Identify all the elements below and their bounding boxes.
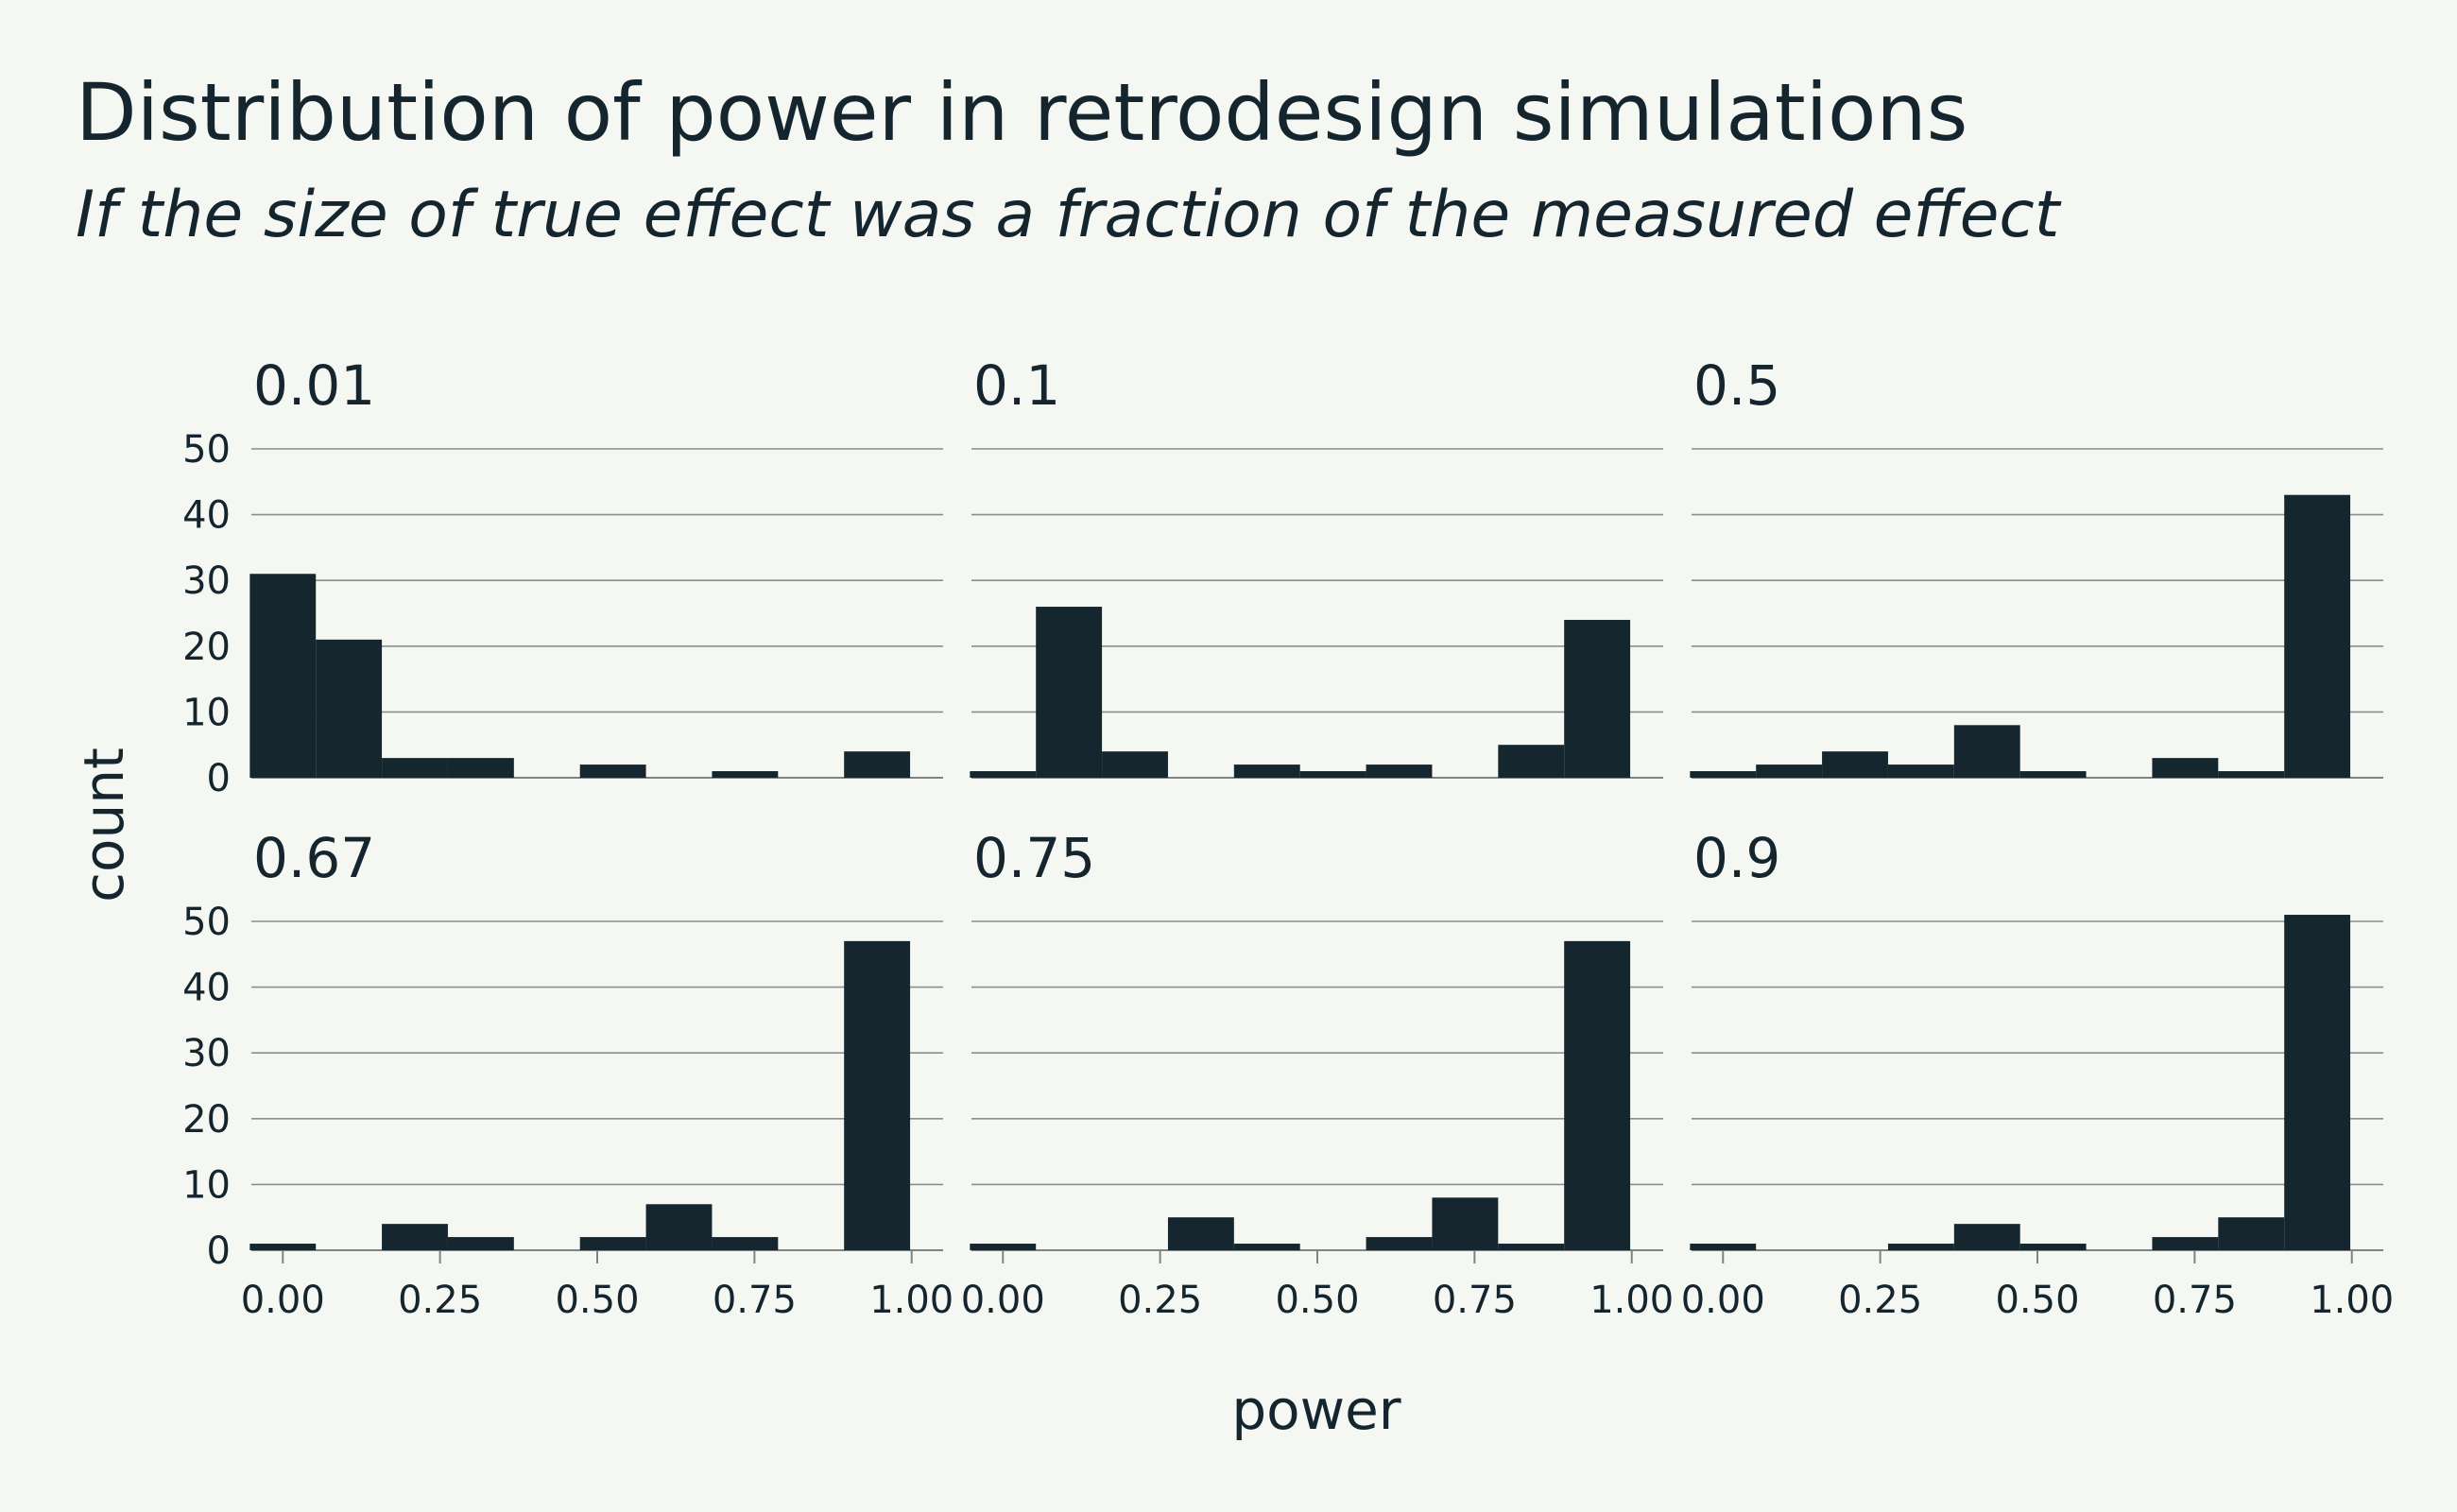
histogram-bar xyxy=(1299,771,1366,778)
histogram-bar xyxy=(2152,1237,2219,1250)
x-tick-label: 1.00 xyxy=(869,1279,954,1322)
histogram-bar xyxy=(382,758,448,778)
histogram-bar xyxy=(382,1224,448,1250)
histogram-bar xyxy=(579,765,646,778)
y-tick-label: 0 xyxy=(207,757,231,800)
facet-label: 0.01 xyxy=(253,353,375,418)
facet-panel-0-9: 0.9 0.00 0.25 0.50 0.75 1.00 xyxy=(1681,826,2395,1322)
x-tick-label: 0.25 xyxy=(1118,1279,1202,1322)
histogram-bar xyxy=(2284,494,2351,778)
histogram-bar xyxy=(2019,771,2087,778)
histogram-bar xyxy=(970,771,1037,778)
histogram-bar xyxy=(249,574,317,778)
histogram-bar xyxy=(2152,758,2219,778)
x-tick-label: 0.00 xyxy=(241,1279,325,1322)
y-tick-label: 20 xyxy=(182,626,231,669)
histogram-bar xyxy=(447,758,514,778)
chart-title: Distribution of power in retrodesign sim… xyxy=(76,66,1967,159)
histogram-bar xyxy=(1887,765,1954,778)
facet-label: 0.75 xyxy=(973,826,1095,890)
histogram-bar xyxy=(1564,619,1631,778)
facet-label: 0.5 xyxy=(1693,353,1780,418)
facet-panel-0-1: 0.1 xyxy=(970,353,1663,779)
histogram-bar xyxy=(1233,765,1300,778)
x-tick-label: 0.25 xyxy=(1838,1279,1922,1322)
facet-label: 0.1 xyxy=(973,353,1060,418)
x-tick-label: 1.00 xyxy=(1589,1279,1674,1322)
histogram-bar xyxy=(645,1204,713,1250)
histogram-bar xyxy=(1953,725,2020,778)
x-tick-label: 0.75 xyxy=(2153,1279,2237,1322)
chart-subtitle: If the size of true effect was a fractio… xyxy=(76,178,2062,252)
histogram-bar xyxy=(712,771,779,778)
x-tick-label: 0.00 xyxy=(1681,1279,1765,1322)
y-tick-label: 50 xyxy=(182,901,231,944)
y-tick-label: 40 xyxy=(182,494,231,538)
x-tick-label: 1.00 xyxy=(2310,1279,2394,1322)
facet-label: 0.67 xyxy=(253,826,375,890)
histogram-bar xyxy=(1233,1244,1300,1250)
x-tick-label: 0.00 xyxy=(961,1279,1045,1322)
histogram-bar xyxy=(1498,745,1565,778)
y-tick-label: 0 xyxy=(207,1229,231,1273)
histogram-bar xyxy=(1432,1197,1499,1250)
histogram-bar xyxy=(1822,751,1888,778)
y-tick-label: 20 xyxy=(182,1098,231,1142)
histogram-bar xyxy=(249,1244,317,1250)
histogram-bar xyxy=(1366,1237,1433,1250)
x-tick-label: 0.75 xyxy=(1433,1279,1517,1322)
histogram-bar xyxy=(1953,1224,2020,1250)
histogram-bar xyxy=(1167,1217,1234,1250)
x-tick-label: 0.50 xyxy=(1275,1279,1359,1322)
histogram-bar xyxy=(447,1237,514,1250)
histogram-bar xyxy=(1887,1244,1954,1250)
histogram-bar xyxy=(579,1237,646,1250)
histogram-bar xyxy=(1036,607,1103,778)
histogram-bar xyxy=(2218,1217,2285,1250)
x-tick-label: 0.25 xyxy=(398,1279,482,1322)
histogram-bar xyxy=(316,639,383,778)
y-tick-label: 30 xyxy=(182,559,231,603)
facet-panel-0-67: 0.67 0 10 20 30 40 50 0.00 0.25 0.50 0.75 1.00 xyxy=(182,826,954,1322)
y-axis-title: count xyxy=(72,747,136,902)
facet-panel-0-01: 0.01 0 10 20 30 40 50 xyxy=(182,353,943,800)
histogram-bar xyxy=(712,1237,779,1250)
y-tick-label: 30 xyxy=(182,1032,231,1075)
histogram-bar xyxy=(844,940,911,1250)
histogram-bar xyxy=(2284,915,2351,1250)
histogram-bar xyxy=(1756,765,1823,778)
histogram-bar xyxy=(970,1244,1037,1250)
histogram-bar xyxy=(844,751,911,778)
y-tick-label: 10 xyxy=(182,1163,231,1207)
y-tick-label: 40 xyxy=(182,967,231,1010)
facet-panel-0-5: 0.5 xyxy=(1690,353,2383,779)
histogram-bar xyxy=(1690,1244,1757,1250)
histogram-bar xyxy=(1690,771,1757,778)
x-tick-label: 0.50 xyxy=(555,1279,639,1322)
histogram-bar xyxy=(1564,940,1631,1250)
x-tick-label: 0.50 xyxy=(1995,1279,2079,1322)
facet-label: 0.9 xyxy=(1693,826,1780,890)
x-tick-label: 0.75 xyxy=(713,1279,797,1322)
y-tick-label: 50 xyxy=(182,428,231,472)
histogram-bar xyxy=(2019,1244,2087,1250)
facet-panels: 0.01 0 10 20 30 40 50 0.1 0.5 0.67 0 10 20 30 40 50 0.00… xyxy=(182,353,2394,1322)
histogram-bar xyxy=(1102,751,1168,778)
histogram-bar xyxy=(1498,1244,1565,1250)
facet-panel-0-75: 0.75 0.00 0.25 0.50 0.75 1.00 xyxy=(961,826,1675,1322)
histogram-bar xyxy=(1366,765,1433,778)
x-axis-title: power xyxy=(1231,1378,1400,1442)
y-tick-label: 10 xyxy=(182,691,231,734)
histogram-bar xyxy=(2218,771,2285,778)
